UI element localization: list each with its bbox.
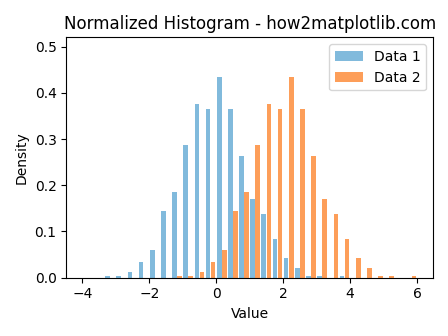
Bar (139, 262, 143, 278)
Bar (356, 258, 361, 278)
Bar (378, 276, 383, 278)
Bar (222, 250, 227, 278)
Bar (161, 211, 166, 278)
Bar (239, 156, 244, 278)
Bar (189, 276, 193, 278)
Bar (284, 258, 289, 278)
Bar (255, 144, 260, 278)
Bar (217, 77, 221, 278)
Y-axis label: Density: Density (15, 131, 29, 184)
Bar (295, 268, 300, 278)
Bar (367, 268, 372, 278)
Title: Normalized Histogram - how2matplotlib.com: Normalized Histogram - how2matplotlib.co… (64, 15, 436, 33)
Bar (345, 239, 349, 278)
Bar (262, 214, 266, 278)
Bar (194, 104, 199, 278)
Bar (389, 276, 394, 278)
Bar (300, 109, 305, 278)
Bar (105, 276, 110, 278)
Bar (323, 199, 327, 278)
Bar (267, 104, 271, 278)
Bar (340, 276, 344, 278)
Bar (289, 77, 293, 278)
Bar (244, 192, 249, 278)
Bar (177, 276, 182, 278)
Bar (172, 192, 177, 278)
Bar (233, 211, 238, 278)
Bar (273, 239, 277, 278)
Bar (334, 214, 338, 278)
Bar (128, 272, 132, 278)
Bar (211, 262, 215, 278)
Bar (150, 250, 155, 278)
Bar (306, 276, 311, 278)
Bar (200, 272, 204, 278)
Bar (317, 276, 322, 278)
Bar (228, 109, 233, 278)
Bar (116, 276, 121, 278)
Bar (278, 109, 282, 278)
Bar (183, 144, 188, 278)
Bar (250, 199, 255, 278)
X-axis label: Value: Value (231, 307, 269, 321)
Bar (206, 109, 211, 278)
Bar (311, 156, 316, 278)
Legend: Data 1, Data 2: Data 1, Data 2 (329, 44, 426, 90)
Bar (412, 276, 416, 278)
